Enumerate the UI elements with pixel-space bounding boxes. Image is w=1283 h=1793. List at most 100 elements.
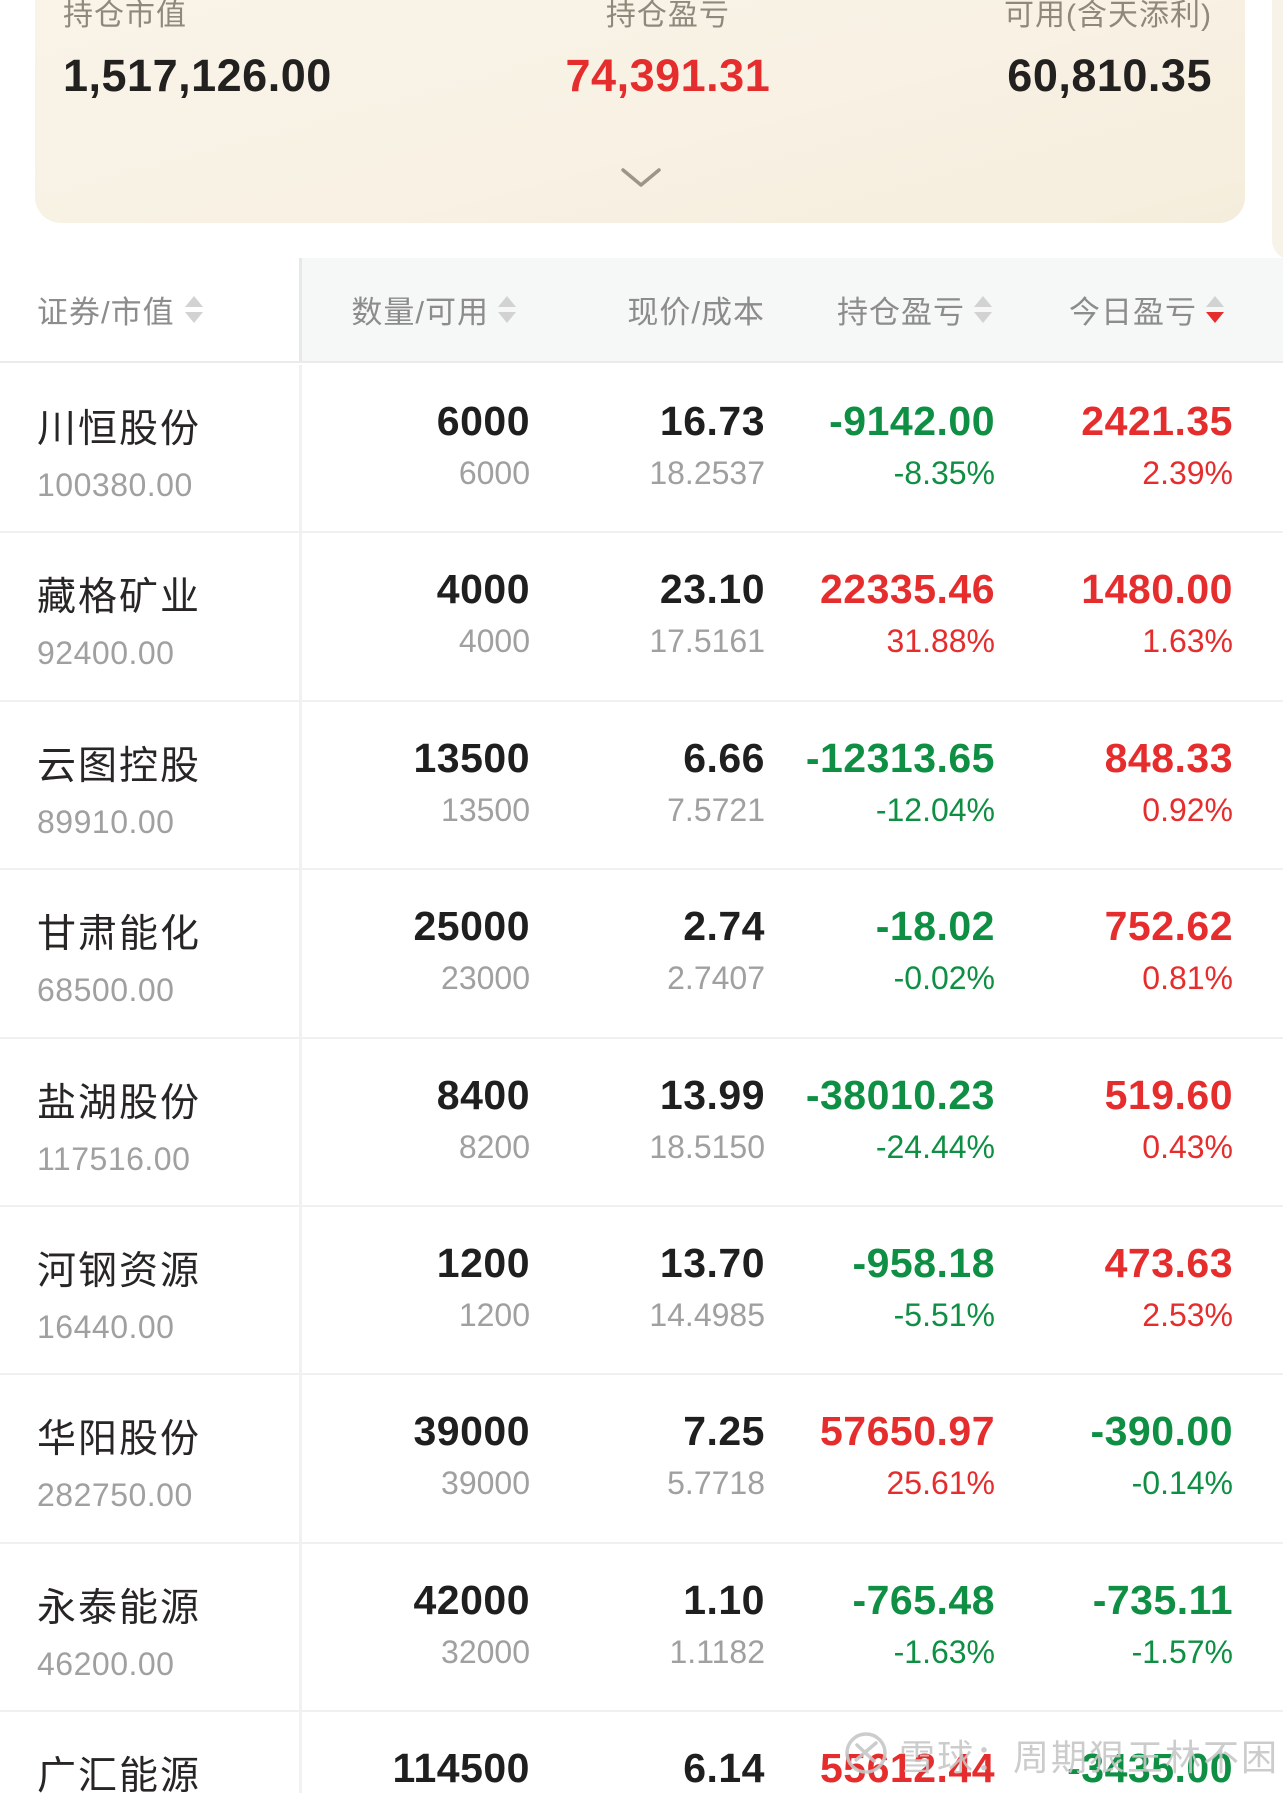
cost-price: 14.4985 xyxy=(649,1296,765,1333)
position-pl: -765.48 xyxy=(852,1576,995,1623)
security-cell: 盐湖股份 117516.00 xyxy=(0,1038,302,1205)
today-pl-percent: 1.63% xyxy=(1142,623,1233,660)
quantity-cell: 4000 4000 xyxy=(437,533,530,699)
available-quantity: 6000 xyxy=(458,455,530,491)
position-pl-percent: -8.35% xyxy=(893,455,995,491)
quantity: 39000 xyxy=(413,1408,530,1455)
current-price: 13.99 xyxy=(659,1071,765,1118)
stock-name: 甘肃能化 xyxy=(37,913,202,957)
today-pl: 752.62 xyxy=(1104,903,1233,950)
position-pl-cell: -18.02 -0.02% xyxy=(876,870,995,1036)
position-pl-percent: -24.44% xyxy=(875,1128,995,1165)
position-pl-cell: -9142.00 -8.35% xyxy=(829,365,995,531)
today-pl-cell: -735.11 -1.57% xyxy=(1093,1544,1233,1710)
column-today-pl[interactable]: 今日盈亏 xyxy=(1069,258,1224,361)
table-row[interactable]: 云图控股 89910.00 13500 13500 6.66 7.5721 -1… xyxy=(0,701,1283,871)
today-pl-percent: 2.39% xyxy=(1142,455,1233,491)
column-quantity[interactable]: 数量/可用 xyxy=(351,258,516,361)
today-pl-cell: -390.00 -0.14% xyxy=(1090,1375,1233,1541)
current-price: 6.14 xyxy=(683,1745,765,1792)
current-price: 2.74 xyxy=(683,903,765,950)
table-row[interactable]: 藏格矿业 92400.00 4000 4000 23.10 17.5161 22… xyxy=(0,533,1283,702)
available-quantity: 32000 xyxy=(441,1633,530,1670)
position-pl: -38010.23 xyxy=(805,1071,995,1118)
cost-price: 5.7718 xyxy=(667,1465,765,1502)
chevron-down-icon[interactable] xyxy=(619,166,663,195)
table-header: 证券/市值 数量/可用 现价/成本 持仓盈亏 今日盈亏 操 xyxy=(0,258,1283,363)
quantity: 4000 xyxy=(436,566,530,613)
stock-market-value: 68500.00 xyxy=(37,972,175,1009)
position-pl-percent: -1.63% xyxy=(893,1633,995,1670)
stock-name: 华阳股份 xyxy=(37,1418,202,1462)
stock-market-value: 117516.00 xyxy=(37,1140,191,1177)
cost-price: 18.2537 xyxy=(649,455,765,491)
column-quantity-label: 数量/可用 xyxy=(351,295,489,330)
next-summary-card-peek[interactable] xyxy=(1272,0,1283,260)
price-cell: 16.73 18.2537 xyxy=(649,365,765,531)
available-quantity: 4000 xyxy=(458,623,530,660)
column-today-pl-label: 今日盈亏 xyxy=(1069,295,1197,330)
table-row[interactable]: 永泰能源 46200.00 42000 32000 1.10 1.1182 -7… xyxy=(0,1543,1283,1713)
today-pl: -735.11 xyxy=(1092,1576,1233,1623)
table-row[interactable]: 川恒股份 100380.00 6000 6000 16.73 18.2537 -… xyxy=(0,365,1283,534)
position-pl: -12313.65 xyxy=(805,734,995,781)
stock-market-value: 282750.00 xyxy=(37,1477,193,1514)
column-price-label: 现价/成本 xyxy=(627,295,765,330)
quantity-cell: 13500 13500 xyxy=(413,702,530,868)
available-quantity: 13500 xyxy=(441,791,530,828)
stock-name: 藏格矿业 xyxy=(37,576,202,620)
cost-price: 1.1182 xyxy=(669,1633,766,1670)
position-pl-percent: 25.61% xyxy=(886,1465,995,1502)
security-cell: 川恒股份 100380.00 xyxy=(0,365,302,532)
today-pl-percent: 0.43% xyxy=(1142,1128,1233,1165)
current-price: 6.66 xyxy=(683,734,765,781)
security-cell: 藏格矿业 92400.00 xyxy=(0,533,302,700)
summary-stats: 持仓市值 1,517,126.00 持仓盈亏 74,391.31 可用(含天添利… xyxy=(35,0,1245,102)
current-price: 7.25 xyxy=(683,1408,765,1455)
available-quantity: 23000 xyxy=(441,960,530,997)
table-row[interactable]: 盐湖股份 117516.00 8400 8200 13.99 18.5150 -… xyxy=(0,1038,1283,1207)
column-position-pl[interactable]: 持仓盈亏 xyxy=(837,258,992,361)
position-pl: 55612.44 xyxy=(819,1745,995,1792)
position-pl-label: 持仓盈亏 xyxy=(605,0,730,32)
quantity: 8400 xyxy=(436,1071,530,1118)
security-cell: 广汇能源 xyxy=(0,1712,302,1793)
position-pl: 57650.97 xyxy=(819,1408,995,1455)
position-pl-value: 74,391.31 xyxy=(565,50,771,101)
quantity-cell: 1200 1200 xyxy=(437,1207,530,1373)
position-pl: 22335.46 xyxy=(819,566,995,613)
today-pl: 2421.35 xyxy=(1081,398,1233,444)
stock-name: 川恒股份 xyxy=(37,408,202,451)
table-row[interactable]: 华阳股份 282750.00 39000 39000 7.25 5.7718 5… xyxy=(0,1375,1283,1544)
today-pl: 519.60 xyxy=(1104,1071,1233,1118)
column-security[interactable]: 证券/市值 xyxy=(0,258,302,361)
quantity: 13500 xyxy=(413,734,530,781)
quantity-cell: 6000 6000 xyxy=(437,365,530,531)
column-position-pl-label: 持仓盈亏 xyxy=(837,295,965,330)
position-pl-cell: 22335.46 31.88% xyxy=(820,533,995,699)
security-cell: 河钢资源 16440.00 xyxy=(0,1206,302,1374)
position-pl-cell: -958.18 -5.51% xyxy=(852,1207,995,1373)
position-pl: -958.18 xyxy=(852,1239,995,1286)
today-pl-cell: 519.60 0.43% xyxy=(1105,1039,1233,1205)
today-pl-cell: 1480.00 1.63% xyxy=(1081,533,1233,699)
position-pl-cell: -765.48 -1.63% xyxy=(852,1544,995,1710)
price-cell: 13.70 14.4985 xyxy=(649,1207,765,1373)
price-cell: 6.14 xyxy=(683,1712,765,1793)
price-cell: 7.25 5.7718 xyxy=(667,1375,765,1541)
stock-name: 云图控股 xyxy=(37,744,202,788)
quantity: 25000 xyxy=(413,903,530,950)
security-cell: 云图控股 89910.00 xyxy=(0,701,302,869)
quantity-cell: 39000 39000 xyxy=(413,1375,530,1541)
today-pl-percent: 0.92% xyxy=(1142,791,1233,828)
table-row[interactable]: 广汇能源 114500 6.14 55612.44 -3435.00 xyxy=(0,1712,1283,1793)
stock-name: 广汇能源 xyxy=(37,1755,202,1793)
table-row[interactable]: 甘肃能化 68500.00 25000 23000 2.74 2.7407 -1… xyxy=(0,870,1283,1039)
price-cell: 1.10 1.1182 xyxy=(670,1544,766,1710)
today-pl-cell: 2421.35 2.39% xyxy=(1081,365,1233,531)
table-row[interactable]: 河钢资源 16440.00 1200 1200 13.70 14.4985 -9… xyxy=(0,1206,1283,1376)
column-price[interactable]: 现价/成本 xyxy=(627,258,765,361)
sort-icon xyxy=(974,296,992,323)
position-pl-percent: -0.02% xyxy=(893,960,995,997)
